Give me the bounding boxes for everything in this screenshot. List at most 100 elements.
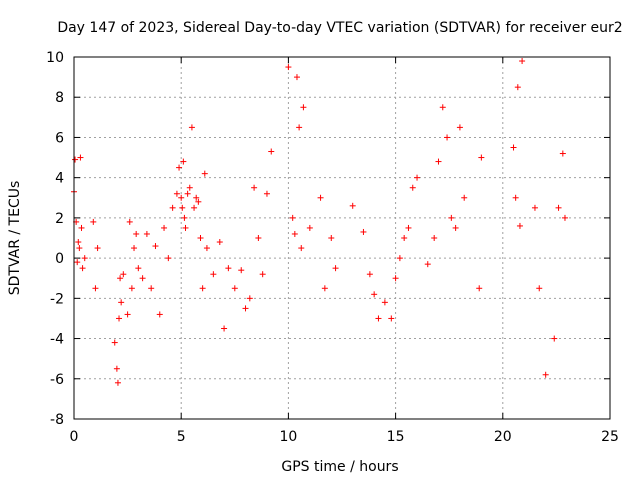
data-point bbox=[392, 275, 399, 282]
data-point bbox=[512, 194, 519, 201]
data-point bbox=[388, 315, 395, 322]
data-point bbox=[268, 148, 275, 155]
data-point bbox=[201, 170, 208, 177]
data-point bbox=[117, 275, 124, 282]
data-point bbox=[199, 285, 206, 292]
data-point bbox=[169, 204, 176, 211]
data-point bbox=[424, 261, 431, 268]
data-point bbox=[559, 150, 566, 157]
data-point bbox=[180, 158, 187, 165]
data-point bbox=[375, 315, 382, 322]
data-point bbox=[263, 190, 270, 197]
data-point bbox=[366, 271, 373, 278]
data-point bbox=[349, 202, 356, 209]
data-point bbox=[328, 235, 335, 241]
data-points bbox=[71, 58, 568, 386]
data-point bbox=[510, 144, 517, 151]
data-point bbox=[409, 184, 416, 191]
y-tick-label: 10 bbox=[46, 50, 64, 66]
data-point bbox=[81, 255, 88, 262]
data-point bbox=[293, 74, 300, 81]
y-tick-label: -6 bbox=[50, 372, 64, 388]
data-point bbox=[435, 158, 442, 165]
y-tick-label: 8 bbox=[55, 90, 64, 106]
x-tick-label: 0 bbox=[70, 429, 79, 445]
data-point bbox=[210, 271, 217, 278]
data-point bbox=[439, 104, 446, 111]
data-point bbox=[555, 204, 562, 211]
data-point bbox=[176, 164, 183, 171]
data-point bbox=[139, 275, 146, 282]
data-point bbox=[135, 265, 142, 272]
data-point bbox=[143, 230, 150, 237]
data-point bbox=[291, 230, 298, 237]
data-point bbox=[332, 265, 339, 272]
data-point bbox=[298, 245, 305, 252]
data-point bbox=[165, 255, 172, 262]
data-point bbox=[216, 239, 223, 246]
data-point bbox=[238, 267, 245, 274]
y-tick-label: 6 bbox=[55, 130, 64, 146]
data-point bbox=[242, 305, 249, 312]
data-point bbox=[289, 214, 296, 221]
data-point bbox=[461, 194, 468, 201]
data-point bbox=[193, 194, 200, 201]
data-point bbox=[94, 245, 101, 252]
data-point bbox=[396, 255, 403, 262]
y-axis-label: SDTVAR / TECUs bbox=[7, 181, 23, 296]
data-point bbox=[191, 204, 198, 211]
data-point bbox=[531, 204, 538, 211]
data-point bbox=[251, 184, 258, 191]
data-point bbox=[178, 194, 185, 201]
axis-ticks: 0 5 10 15 20 25 -8 -6 -4 -2 0 2 4 6 8 10 bbox=[46, 50, 619, 445]
y-tick-label: 0 bbox=[55, 251, 64, 267]
y-tick-label: -2 bbox=[50, 291, 64, 307]
data-point bbox=[133, 230, 140, 237]
data-point bbox=[197, 235, 204, 241]
data-point bbox=[188, 124, 195, 131]
data-point bbox=[116, 315, 123, 322]
x-tick-label: 15 bbox=[387, 429, 405, 445]
grid bbox=[74, 57, 610, 419]
data-point bbox=[519, 58, 526, 65]
data-point bbox=[156, 311, 163, 318]
x-tick-label: 25 bbox=[601, 429, 619, 445]
data-point bbox=[173, 190, 180, 197]
data-point bbox=[476, 285, 483, 292]
data-point bbox=[255, 235, 262, 241]
x-axis-label: GPS time / hours bbox=[281, 459, 398, 475]
data-point bbox=[114, 379, 121, 386]
data-point bbox=[161, 224, 168, 231]
data-point bbox=[306, 224, 313, 231]
data-point bbox=[514, 84, 521, 91]
data-point bbox=[126, 218, 133, 225]
data-point bbox=[120, 271, 127, 278]
data-point bbox=[317, 194, 324, 201]
data-point bbox=[360, 228, 367, 235]
data-point bbox=[536, 285, 543, 292]
data-point bbox=[181, 214, 188, 221]
data-point bbox=[74, 259, 81, 266]
data-point bbox=[128, 285, 135, 292]
data-point bbox=[516, 222, 523, 229]
data-point bbox=[448, 214, 455, 221]
data-point bbox=[72, 156, 79, 163]
data-point bbox=[401, 235, 408, 241]
data-point bbox=[179, 204, 186, 211]
y-tick-label: 4 bbox=[55, 171, 64, 187]
plot-frame bbox=[73, 56, 611, 420]
data-point bbox=[203, 245, 210, 252]
data-point bbox=[221, 325, 228, 332]
data-point bbox=[381, 299, 388, 306]
x-tick-label: 5 bbox=[177, 429, 186, 445]
data-point bbox=[551, 335, 558, 342]
data-point bbox=[300, 104, 307, 111]
x-tick-label: 20 bbox=[494, 429, 512, 445]
chart-title: Day 147 of 2023, Sidereal Day-to-day VTE… bbox=[57, 20, 622, 36]
data-point bbox=[184, 190, 191, 197]
data-point bbox=[182, 224, 189, 231]
data-point bbox=[195, 198, 202, 205]
data-point bbox=[90, 218, 97, 225]
data-point bbox=[431, 235, 438, 241]
